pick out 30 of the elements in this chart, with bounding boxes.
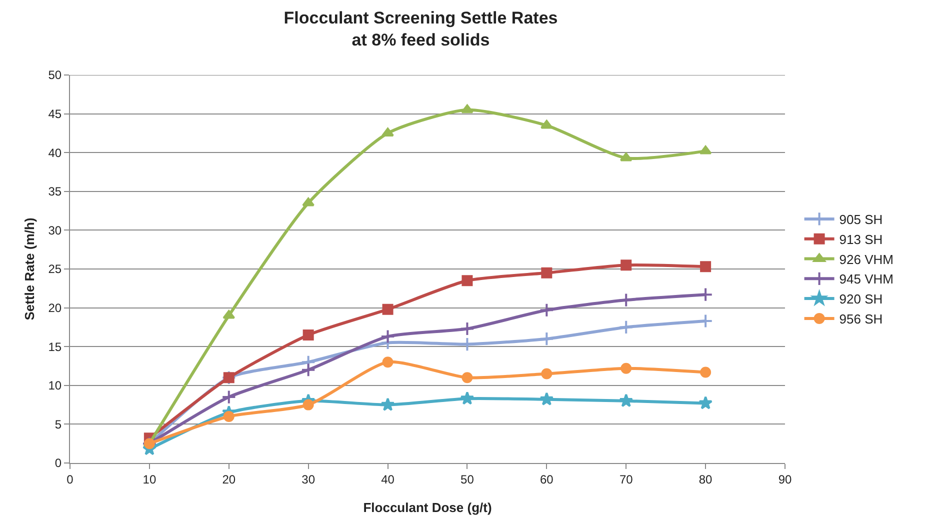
y-tick-label: 5 (54, 417, 62, 432)
x-tick-label: 40 (381, 472, 395, 486)
y-tick-label: 45 (48, 107, 62, 121)
x-tick-label: 50 (460, 472, 474, 486)
y-tick-label: 10 (48, 378, 62, 393)
x-axis-title: Flocculant Dose (g/t) (363, 500, 492, 515)
x-tick-label: 20 (222, 472, 236, 486)
x-tick-label: 80 (698, 472, 713, 486)
chart-title: Flocculant Screening Settle Rates at 8% feed solids (284, 8, 558, 50)
legend-label: 920 SH (839, 292, 883, 307)
y-tick-label: 25 (48, 262, 62, 276)
legend-label: 945 VHM (839, 272, 894, 287)
x-tick-label: 60 (540, 472, 554, 486)
legend-label: 913 SH (839, 232, 883, 247)
legend-label: 905 SH (839, 212, 883, 228)
x-tick-label: 10 (142, 472, 156, 486)
legend-label: 926 VHM (839, 252, 894, 267)
legend-label: 956 SH (839, 312, 883, 327)
y-tick-label: 20 (48, 301, 62, 315)
y-tick-label: 35 (48, 184, 62, 199)
y-tick-label: 15 (48, 340, 62, 354)
x-tick-label: 90 (778, 472, 792, 486)
y-tick-label: 50 (48, 68, 62, 82)
x-tick-label: 70 (619, 472, 634, 486)
y-tick-label: 40 (48, 146, 62, 160)
y-axis-title: Settle Rate (m/h) (22, 218, 37, 320)
y-tick-label: 0 (54, 456, 62, 470)
y-tick-label: 30 (48, 223, 62, 238)
x-tick-label: 0 (66, 472, 74, 486)
x-tick-label: 30 (302, 472, 316, 486)
